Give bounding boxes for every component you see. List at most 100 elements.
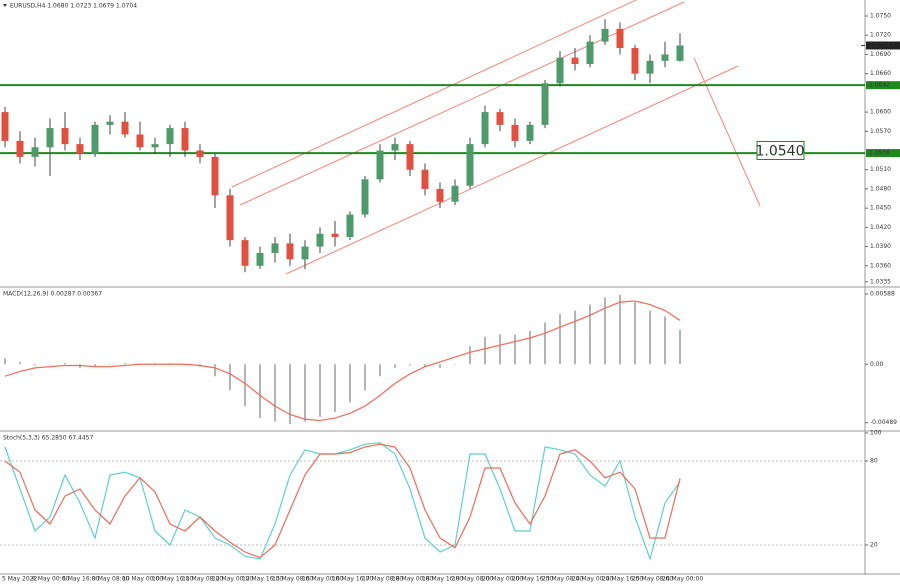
histogram-bar	[619, 294, 621, 365]
histogram-bar	[304, 364, 306, 422]
histogram-bar	[454, 364, 456, 365]
histogram-bar	[469, 346, 471, 365]
y-tick-label: 1.0690	[870, 51, 891, 58]
candle-body	[151, 144, 159, 148]
histogram-bar	[604, 297, 606, 365]
x-tick-label: 16 May 16:00	[332, 576, 373, 583]
histogram-bar	[679, 329, 681, 365]
candle-body	[676, 45, 684, 61]
histogram-bar	[49, 364, 51, 365]
candle-body	[196, 150, 204, 157]
candle-body	[526, 124, 534, 141]
histogram-bar	[319, 364, 321, 417]
x-tick-label: 17 May 08:00	[362, 576, 403, 583]
histogram-bar	[514, 334, 516, 365]
x-tick-label: 13 May 08:00	[272, 576, 313, 583]
symbol-icon	[3, 4, 7, 7]
histogram-bar	[649, 310, 651, 365]
x-tick-label: 18 May 16:00	[422, 576, 463, 583]
indicator-title: Stoch(5,3,3) 65.2850 67.4457	[3, 435, 94, 442]
candle-body	[136, 134, 144, 148]
candle-body	[361, 179, 369, 215]
candle-body	[46, 128, 54, 148]
x-tick-label: 10 May 00:00	[122, 576, 163, 583]
histogram-bar	[409, 364, 411, 366]
candle-body	[421, 169, 429, 189]
histogram-bar	[544, 322, 546, 365]
candle-body	[271, 243, 279, 253]
histogram-bar	[274, 364, 276, 422]
candle-body	[166, 128, 174, 145]
histogram-bar	[439, 364, 441, 368]
y-tick-label: 80	[870, 458, 878, 465]
x-tick-label: 24 May 00:00	[572, 576, 613, 583]
x-tick-label: 5 May 2022	[2, 576, 37, 583]
y-tick-label: 1.0390	[870, 243, 891, 250]
level-label: 1.0642	[869, 82, 890, 89]
histogram-bar	[109, 364, 111, 365]
histogram-bar	[289, 364, 291, 425]
candle-body	[571, 57, 579, 65]
candle-body	[496, 112, 504, 125]
current-price-label: 1.0704	[869, 42, 890, 49]
forecast-line	[693, 57, 761, 207]
y-tick-label: 1.0510	[870, 166, 891, 173]
candle-body	[301, 246, 309, 260]
histogram-bar	[94, 364, 96, 367]
candle-body	[226, 195, 234, 241]
x-tick-label: 9 May 08:00	[92, 576, 130, 583]
x-tick-label: 25 May 08:00	[632, 576, 673, 583]
channel-lower	[285, 65, 739, 275]
x-tick-label: 11 May 08:00	[182, 576, 223, 583]
histogram-bar	[214, 364, 216, 377]
histogram-bar	[574, 310, 576, 365]
candle-body	[211, 156, 219, 196]
candle-body	[406, 144, 414, 170]
candle-body	[31, 147, 39, 157]
histogram-bar	[259, 364, 261, 419]
histogram-bar	[244, 364, 246, 407]
histogram-bar	[334, 364, 336, 413]
y-tick-label: 20	[870, 542, 878, 549]
candle-body	[541, 83, 549, 125]
candle-body	[316, 233, 324, 247]
candle-body	[511, 124, 519, 141]
histogram-bar	[484, 336, 486, 365]
level-tag	[866, 149, 900, 158]
y-tick-label: 1.0420	[870, 224, 891, 231]
y-tick-label: 1.0335	[870, 278, 891, 285]
y-tick-label: 1.0450	[870, 205, 891, 212]
histogram-bar	[364, 364, 366, 391]
y-tick-label: 1.0360	[870, 262, 891, 269]
x-tick-label: 19 May 08:00	[452, 576, 493, 583]
histogram-bar	[529, 330, 531, 365]
signal-line	[4, 300, 681, 422]
x-tick-label: 24 May 16:00	[602, 576, 643, 583]
channel-middle	[239, 1, 685, 206]
candle-body	[481, 112, 489, 145]
histogram-bar	[124, 363, 126, 365]
histogram-bar	[64, 363, 66, 365]
candle-body	[601, 28, 609, 42]
candle-body	[121, 121, 129, 135]
candle-body	[181, 128, 189, 151]
signal-line	[4, 443, 681, 559]
candle-body	[331, 233, 339, 237]
y-tick-label: 1.0750	[870, 13, 891, 20]
candle-body	[76, 144, 84, 154]
candle-body	[286, 243, 294, 260]
y-tick-label: -0.00489	[870, 419, 897, 426]
y-tick-label: 0.00588	[870, 291, 895, 298]
x-tick-label: 26 May 00:00	[662, 576, 703, 583]
y-tick-label: 1.0600	[870, 109, 891, 116]
x-tick-label: 23 May 08:00	[542, 576, 583, 583]
histogram-bar	[4, 358, 6, 365]
histogram-bar	[664, 316, 666, 365]
histogram-bar	[499, 334, 501, 365]
x-tick-label: 16 May 00:00	[302, 576, 343, 583]
candle-body	[631, 48, 639, 74]
x-tick-label: 18 May 00:00	[392, 576, 433, 583]
candle-body	[616, 28, 624, 49]
